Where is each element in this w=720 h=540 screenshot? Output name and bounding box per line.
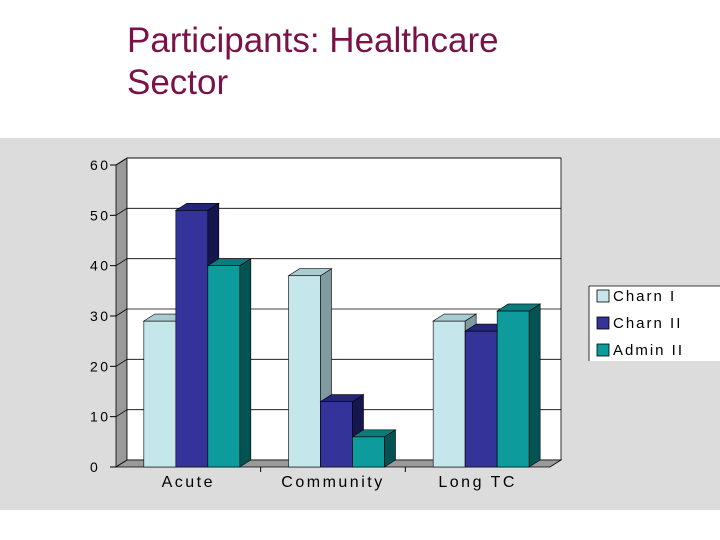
gridline-side-50 — [115, 207, 128, 216]
bar-long-tc-admin-ii — [496, 310, 530, 468]
y-tick-label-0: 0 — [90, 459, 100, 475]
slide-title-line-2: Sector — [127, 63, 229, 102]
bar-long-tc-charn-ii — [464, 330, 498, 468]
bar-community-charn-i-top — [287, 268, 333, 277]
gridline-side-20 — [115, 358, 128, 367]
bar-community-admin-ii — [352, 436, 385, 468]
legend-label-admin-ii: Admin II — [613, 342, 684, 359]
legend-swatch-charn-i — [596, 289, 610, 303]
y-tick-label-50: 50 — [90, 207, 111, 223]
bar-community-charn-ii-top — [319, 394, 365, 402]
slide-title-line-1: Participants: Healthcare — [127, 21, 499, 60]
y-tick-label-20: 20 — [90, 358, 111, 374]
legend-swatch-charn-ii — [596, 316, 610, 330]
x-tick-label-long-tc: Long TC — [438, 474, 517, 491]
y-tick-label-30: 30 — [90, 308, 111, 324]
gridline-side-10 — [115, 409, 128, 418]
bar-acute-admin-ii — [207, 265, 241, 468]
gridline-side-40 — [115, 258, 128, 267]
chart-legend: Charn I Charn II Admin II — [588, 285, 720, 361]
slide-title: Participants: Healthcare Sector — [127, 20, 687, 104]
bar-long-tc-charn-i — [432, 320, 466, 468]
y-tick-label-10: 10 — [90, 409, 111, 425]
y-tick-label-60: 60 — [90, 157, 111, 173]
legend-swatch-admin-ii — [596, 343, 610, 357]
chart-panel: 0 10 20 30 40 50 60 Acute Community Long TC Charn … — [0, 138, 720, 510]
bar-community-admin-ii-top — [351, 429, 397, 438]
legend-label-charn-ii: Charn II — [613, 315, 682, 332]
bar-community-charn-ii — [320, 401, 353, 468]
y-tick-label-40: 40 — [90, 258, 111, 274]
bar-long-tc-charn-i-top — [432, 313, 478, 322]
bar-acute-charn-ii-top — [174, 203, 220, 211]
gridline-side-30 — [115, 308, 128, 317]
gridline-side-60 — [115, 157, 128, 166]
bar-acute-admin-ii-top — [206, 258, 252, 266]
bar-community-charn-i — [288, 275, 321, 468]
bar-long-tc-admin-ii-side — [528, 303, 541, 468]
bar-chart: 0 10 20 30 40 50 60 Acute Community Long TC Charn … — [90, 157, 720, 491]
legend-box — [589, 286, 720, 361]
x-tick-label-acute: Acute — [162, 474, 215, 491]
legend-label-charn-i: Charn I — [613, 288, 676, 305]
bar-acute-admin-ii-side — [239, 258, 252, 468]
bar-acute-charn-i — [143, 320, 177, 468]
bar-acute-charn-ii — [175, 210, 209, 468]
x-tick-label-community: Community — [281, 474, 384, 491]
bar-long-tc-admin-ii-top — [496, 303, 542, 312]
